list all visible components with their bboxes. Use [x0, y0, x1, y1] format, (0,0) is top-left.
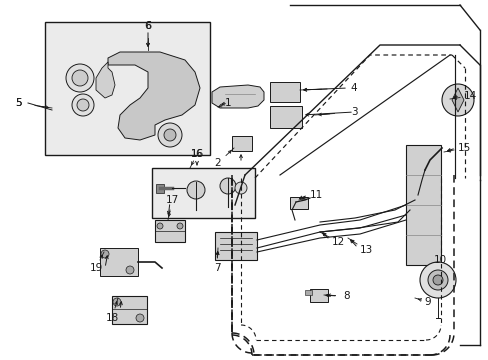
Text: 4: 4 [350, 83, 357, 93]
Circle shape [220, 178, 236, 194]
Bar [309, 289, 327, 302]
Circle shape [72, 94, 94, 116]
Bar [155, 220, 184, 242]
Text: 9: 9 [424, 297, 430, 307]
Polygon shape [451, 88, 463, 112]
Text: 10: 10 [432, 255, 446, 265]
Text: 3: 3 [350, 107, 357, 117]
Polygon shape [96, 62, 115, 98]
Text: 8: 8 [343, 291, 349, 301]
Circle shape [441, 84, 473, 116]
Bar [269, 82, 299, 102]
Bar [100, 248, 138, 276]
Circle shape [427, 270, 447, 290]
Polygon shape [212, 85, 264, 108]
Circle shape [419, 262, 455, 298]
Bar [152, 168, 254, 218]
Text: 7: 7 [213, 263, 220, 273]
Text: 17: 17 [165, 195, 178, 205]
Text: 5: 5 [15, 98, 21, 108]
Polygon shape [108, 52, 200, 140]
Bar [269, 106, 302, 128]
Circle shape [136, 314, 143, 322]
Bar [231, 136, 251, 151]
Circle shape [186, 181, 204, 199]
Text: 18: 18 [105, 313, 119, 323]
Text: 6: 6 [144, 21, 151, 31]
Circle shape [177, 223, 183, 229]
Polygon shape [305, 290, 311, 295]
Text: 12: 12 [331, 237, 344, 247]
Text: 16: 16 [190, 149, 203, 159]
Circle shape [163, 129, 176, 141]
Bar [405, 145, 440, 265]
Bar [112, 296, 147, 324]
Circle shape [66, 64, 94, 92]
Text: 13: 13 [359, 245, 372, 255]
Text: 15: 15 [456, 143, 469, 153]
Text: 6: 6 [144, 21, 151, 31]
Circle shape [158, 123, 182, 147]
Circle shape [77, 99, 89, 111]
Text: 2: 2 [214, 158, 221, 168]
Text: 11: 11 [309, 190, 322, 200]
Bar [45, 22, 209, 155]
Bar [289, 197, 307, 209]
Bar [215, 232, 257, 260]
Circle shape [72, 70, 88, 86]
Circle shape [113, 298, 121, 306]
Text: 1: 1 [224, 98, 231, 108]
Circle shape [126, 266, 134, 274]
Circle shape [101, 250, 109, 258]
Text: 19: 19 [89, 263, 102, 273]
Text: 16: 16 [190, 149, 203, 159]
Circle shape [432, 275, 442, 285]
Polygon shape [156, 184, 163, 193]
Circle shape [157, 223, 163, 229]
Text: 14: 14 [463, 91, 476, 101]
Text: 5: 5 [15, 98, 21, 108]
Circle shape [235, 182, 246, 194]
